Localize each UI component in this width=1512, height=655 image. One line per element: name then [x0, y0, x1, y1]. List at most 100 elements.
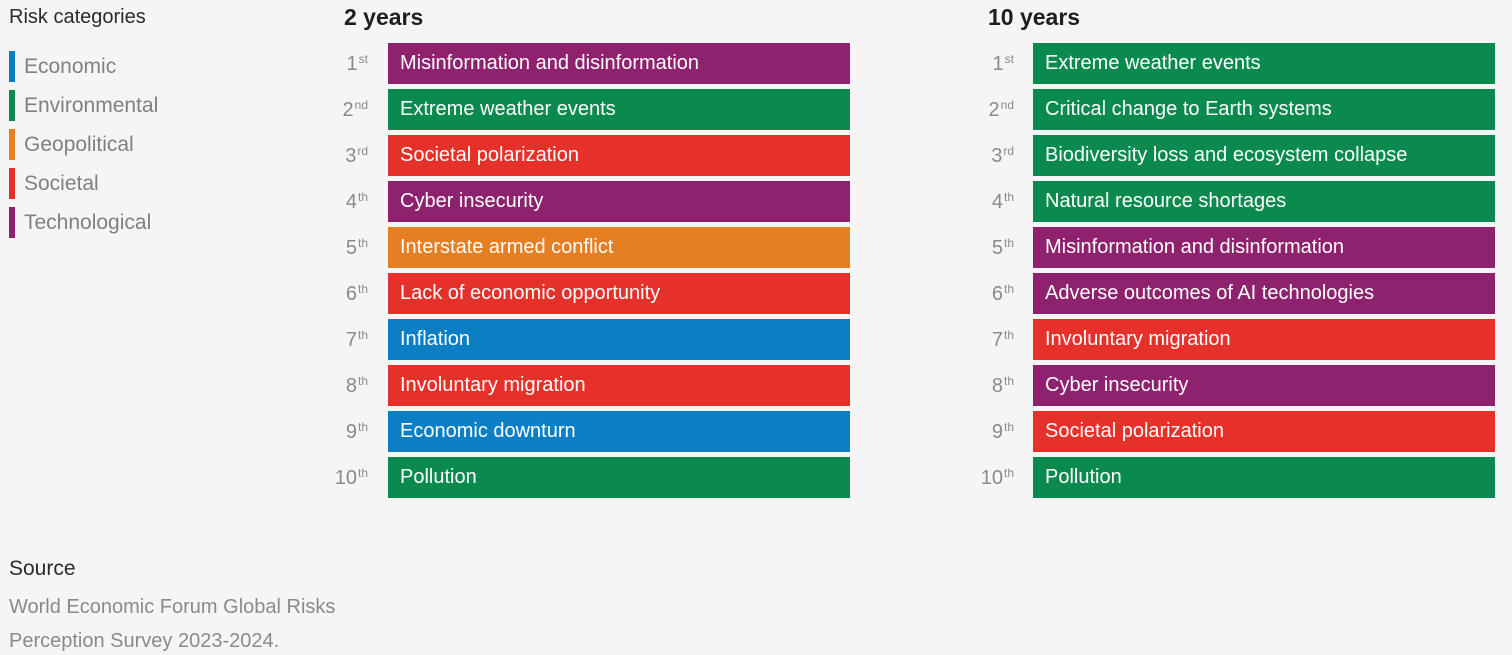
legend-swatch [9, 51, 15, 82]
rank-number: 7 [991, 328, 1003, 351]
rank-suffix: th [1003, 327, 1014, 342]
rank-suffix: nd [354, 97, 368, 112]
risk-bar: Extreme weather events [388, 89, 850, 130]
rank-number: 8 [345, 374, 357, 397]
rank-number: 7 [345, 328, 357, 351]
rank-number: 9 [991, 420, 1003, 443]
source-note: Source World Economic Forum Global Risks… [9, 556, 429, 655]
risk-bar: Extreme weather events [1033, 43, 1495, 84]
legend-item-environmental: Environmental [9, 86, 309, 125]
risk-bar: Cyber insecurity [1033, 365, 1495, 406]
risk-bar: Societal polarization [1033, 411, 1495, 452]
rank-suffix: th [1003, 281, 1014, 296]
rank-number: 8 [991, 374, 1003, 397]
risk-bar: Involuntary migration [1033, 319, 1495, 360]
rank-suffix: st [1004, 51, 1014, 66]
risk-bar: Critical change to Earth systems [1033, 89, 1495, 130]
legend: Risk categories Economic Environmental Geo… [9, 5, 309, 242]
rank-suffix: th [357, 189, 368, 204]
rank-number: 4 [345, 190, 357, 213]
risk-bar: Misinformation and disinformation [1033, 227, 1495, 268]
legend-label: Societal [24, 171, 99, 195]
rank-number: 5 [345, 236, 357, 259]
legend-item-geopolitical: Geopolitical [9, 125, 309, 164]
legend-swatch [9, 129, 15, 160]
source-text: World Economic Forum Global Risks Percep… [9, 596, 336, 652]
legend-label: Geopolitical [24, 132, 134, 156]
rank-number: 3 [991, 144, 1003, 167]
legend-item-economic: Economic [9, 47, 309, 86]
risk-bar: Involuntary migration [388, 365, 850, 406]
rank-number: 1 [346, 52, 358, 75]
rank-number: 6 [345, 282, 357, 305]
risk-bar: Natural resource shortages [1033, 181, 1495, 222]
legend-item-technological: Technological [9, 203, 309, 242]
risk-bar: Societal polarization [388, 135, 850, 176]
rank-suffix: th [357, 373, 368, 388]
rank-number: 4 [991, 190, 1003, 213]
risk-bar: Cyber insecurity [388, 181, 850, 222]
legend-swatch [9, 207, 15, 238]
rank-suffix: th [1003, 465, 1014, 480]
rank-suffix: th [357, 281, 368, 296]
rank-suffix: rd [1003, 143, 1014, 158]
rank-number: 1 [992, 52, 1004, 75]
legend-list: Economic Environmental Geopolitical Societa… [9, 47, 309, 242]
rank-suffix: rd [357, 143, 368, 158]
risk-bar: Pollution [1033, 457, 1495, 498]
rank-suffix: th [357, 235, 368, 250]
rank-number: 10 [980, 466, 1003, 489]
risk-bar: Economic downturn [388, 411, 850, 452]
rank-suffix: th [357, 419, 368, 434]
rank-suffix: th [357, 465, 368, 480]
risk-bar: Misinformation and disinformation [388, 43, 850, 84]
legend-swatch [9, 90, 15, 121]
rank-number: 10 [334, 466, 357, 489]
legend-label: Economic [24, 54, 117, 78]
rank-suffix: th [1003, 189, 1014, 204]
risk-bar: Inflation [388, 319, 850, 360]
rank-number: 2 [988, 98, 1000, 121]
rank-suffix: st [358, 51, 368, 66]
legend-swatch [9, 168, 15, 199]
legend-item-societal: Societal [9, 164, 309, 203]
legend-label: Technological [24, 210, 152, 234]
